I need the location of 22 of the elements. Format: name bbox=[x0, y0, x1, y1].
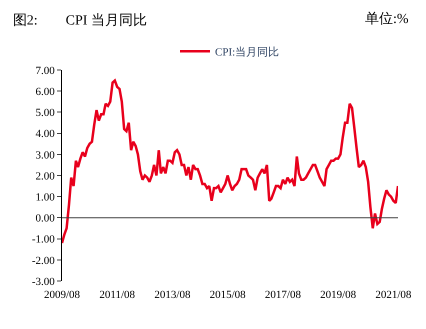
chart-title: 图2: CPI 当月同比 bbox=[12, 12, 147, 29]
x-tick-label: 2011/08 bbox=[99, 289, 136, 301]
y-tick-label: 6.00 bbox=[36, 86, 56, 98]
y-tick-label: -2.00 bbox=[32, 254, 56, 267]
y-tick-label: 3.00 bbox=[36, 149, 56, 162]
y-tick-label: 7.00 bbox=[36, 64, 56, 77]
y-tick-label: 5.00 bbox=[36, 107, 56, 120]
legend-label: CPI:当月同比 bbox=[215, 46, 280, 59]
x-tick-label: 2017/08 bbox=[264, 289, 302, 301]
y-tick-label: 0.00 bbox=[36, 212, 56, 225]
text: 单位:% bbox=[365, 11, 409, 27]
x-tick-label: 2013/08 bbox=[154, 289, 191, 301]
y-tick-label: -3.00 bbox=[32, 276, 56, 288]
x-tick-label: 2015/08 bbox=[210, 289, 246, 301]
x-tick-label: 2021/08 bbox=[375, 289, 412, 301]
y-tick-label: -1.00 bbox=[32, 234, 56, 246]
line-series bbox=[62, 79, 398, 244]
y-tick-label: 1.00 bbox=[36, 191, 56, 204]
y-tick-label: 4.00 bbox=[36, 128, 56, 140]
y-tick-label: 2.00 bbox=[36, 170, 56, 182]
x-tick-label: 2009/08 bbox=[44, 289, 81, 301]
x-tick-label: 2019/08 bbox=[320, 289, 357, 301]
